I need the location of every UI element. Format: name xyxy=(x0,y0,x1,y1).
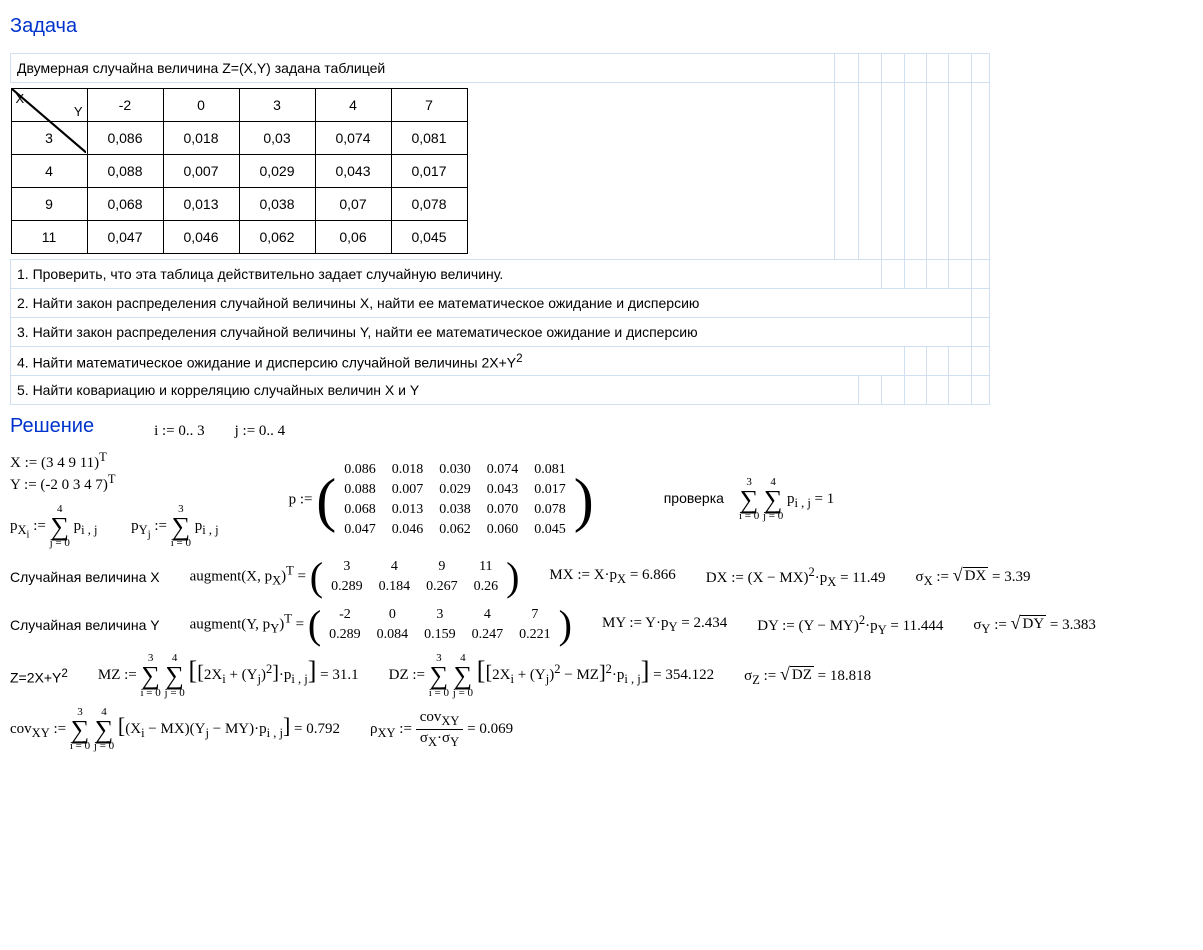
question-3: 3. Найти закон распределения случайной в… xyxy=(11,318,972,347)
cell: 0,046 xyxy=(163,221,239,254)
problem-grid: Двумерная случайна величина Z=(X,Y) зада… xyxy=(10,53,990,405)
px-def: pXi := 4∑j = 0 pi , j xyxy=(10,518,101,534)
cell: 0,043 xyxy=(315,155,391,188)
i-index: i := 0.. 3 xyxy=(154,423,205,440)
cell: 0,038 xyxy=(239,188,315,221)
cell: 0,047 xyxy=(87,221,163,254)
dx-value: DX := (X − MX)2·pX = 11.49 xyxy=(706,565,886,590)
cell: 0,078 xyxy=(391,188,467,221)
y-header: 4 xyxy=(315,89,391,122)
rho-value: ρXY := covXY σX·σY = 0.069 xyxy=(370,709,513,750)
dz-value: DZ := 3∑i = 0 4∑j = 0 [[2Xi + (Yj)2 − MZ… xyxy=(389,653,714,698)
mz-value: MZ := 3∑i = 0 4∑j = 0 [[2Xi + (Yj)2]·pi … xyxy=(98,653,359,698)
mx-value: MX := X·pX = 6.866 xyxy=(549,567,675,587)
cell: 0,013 xyxy=(163,188,239,221)
z-label: Z=2X+Y2 xyxy=(10,667,68,686)
x-augment: augment(X, pX)T = ( 34911 0.2890.1840.26… xyxy=(190,557,520,597)
x-header: 4 xyxy=(11,155,87,188)
cov-value: covXY := 3∑i = 0 4∑j = 0 [(Xi − MX)(Yj −… xyxy=(10,707,340,752)
cell: 0,068 xyxy=(87,188,163,221)
solution-heading: Решение xyxy=(10,415,94,438)
cell: 0,081 xyxy=(391,122,467,155)
problem-intro: Двумерная случайна величина Z=(X,Y) зада… xyxy=(11,54,835,83)
y-augment: augment(Y, pY)T = ( -20347 0.2890.0840.1… xyxy=(190,605,572,645)
sigmay-value: σY := √DY = 3.383 xyxy=(973,613,1096,637)
y-rv-label: Случайная величина Y xyxy=(10,617,160,633)
xy-header-cell: X Y xyxy=(11,89,87,122)
question-1: 1. Проверить, что эта таблица действител… xyxy=(11,260,882,289)
y-def: Y := (-2 0 3 4 7)T xyxy=(10,472,219,494)
cell: 0,062 xyxy=(239,221,315,254)
task-heading: Задача xyxy=(10,15,1193,38)
sigmax-value: σX := √DX = 3.39 xyxy=(915,565,1030,589)
cell: 0,03 xyxy=(239,122,315,155)
cell: 0,074 xyxy=(315,122,391,155)
y-header: 0 xyxy=(163,89,239,122)
dy-value: DY := (Y − MY)2·pY = 11.444 xyxy=(757,613,943,638)
cell: 0,029 xyxy=(239,155,315,188)
y-header: -2 xyxy=(87,89,163,122)
probability-table: X Y -2 0 3 4 7 3 0,086 0,018 0,03 0,074 … xyxy=(11,88,468,254)
cell: 0,07 xyxy=(315,188,391,221)
j-index: j := 0.. 4 xyxy=(235,423,286,440)
cell: 0,088 xyxy=(87,155,163,188)
cell: 0,018 xyxy=(163,122,239,155)
question-4: 4. Найти математическое ожидание и диспе… xyxy=(11,347,905,376)
cell: 0,045 xyxy=(391,221,467,254)
y-header: 3 xyxy=(239,89,315,122)
x-header: 9 xyxy=(11,188,87,221)
cell: 0,06 xyxy=(315,221,391,254)
x-def: X := (3 4 9 11)T xyxy=(10,450,219,472)
cell: 0,017 xyxy=(391,155,467,188)
question-2: 2. Найти закон распределения случайной в… xyxy=(11,289,972,318)
cell: 0,007 xyxy=(163,155,239,188)
x-rv-label: Случайная величина X xyxy=(10,569,160,585)
check-sum: проверка 3∑i = 0 4∑j = 0 pi , j = 1 xyxy=(664,477,835,522)
my-value: MY := Y·pY = 2.434 xyxy=(602,615,727,635)
p-matrix-def: p := ( 0.0860.0180.0300.0740.081 0.0880.… xyxy=(289,460,594,540)
x-header: 11 xyxy=(11,221,87,254)
question-5: 5. Найти ковариацию и корреляцию случайн… xyxy=(11,376,859,405)
sigmaz-value: σZ := √DZ = 18.818 xyxy=(744,664,871,688)
py-def: pYj := 3∑i = 0 pi , j xyxy=(131,518,218,534)
y-header: 7 xyxy=(391,89,467,122)
cell: 0,086 xyxy=(87,122,163,155)
